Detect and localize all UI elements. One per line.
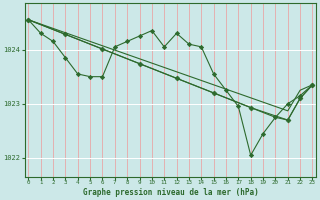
X-axis label: Graphe pression niveau de la mer (hPa): Graphe pression niveau de la mer (hPa) <box>83 188 258 197</box>
